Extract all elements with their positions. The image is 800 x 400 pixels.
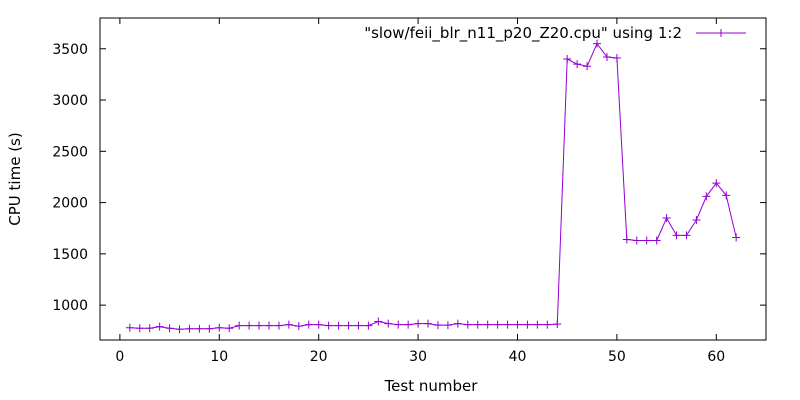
y-axis-label: CPU time (s) (6, 132, 24, 225)
data-point (215, 323, 224, 332)
x-tick-label: 50 (608, 349, 626, 365)
axis-ticks: 0 10 20 30 40 50 60 1000 1500 2000 2500 3000 3500 (52, 18, 766, 365)
data-point (652, 236, 661, 245)
data-point (334, 321, 343, 330)
data-point (195, 324, 204, 333)
data-point (682, 231, 691, 240)
y-tick-label: 2500 (52, 144, 88, 160)
data-point (513, 320, 522, 329)
legend: "slow/feii_blr_n11_p20_Z20.cpu" using 1:… (364, 24, 746, 43)
data-point (732, 233, 741, 242)
data-point (205, 324, 214, 333)
data-point (583, 62, 592, 71)
x-tick-label: 60 (707, 349, 725, 365)
data-point (433, 321, 442, 330)
data-point (503, 320, 512, 329)
y-tick-label: 3000 (52, 93, 88, 109)
data-point (563, 55, 572, 64)
data-point (602, 52, 611, 61)
data-point (364, 321, 373, 330)
x-tick-label: 20 (310, 349, 328, 365)
y-tick-label: 1500 (52, 247, 88, 263)
data-point (692, 216, 701, 225)
data-point (255, 321, 264, 330)
y-tick-label: 3500 (52, 42, 88, 58)
data-point (662, 213, 671, 222)
legend-label: "slow/feii_blr_n11_p20_Z20.cpu" using 1:… (364, 24, 682, 43)
series-layer (125, 39, 741, 334)
data-point (314, 320, 323, 329)
data-point (424, 319, 433, 328)
data-point (284, 320, 293, 329)
data-point (235, 321, 244, 330)
data-point (145, 324, 154, 333)
data-point (672, 231, 681, 240)
data-point (533, 320, 542, 329)
data-point (573, 60, 582, 69)
x-tick-label: 0 (115, 349, 124, 365)
data-point (483, 320, 492, 329)
data-point (384, 319, 393, 328)
data-point (394, 320, 403, 329)
series-line (129, 42, 737, 330)
data-point (304, 320, 313, 329)
data-point (523, 320, 532, 329)
data-point (264, 321, 273, 330)
data-point (125, 323, 134, 332)
plot-frame (99, 17, 767, 341)
data-point (553, 320, 562, 329)
data-point (414, 319, 423, 328)
data-point (712, 179, 721, 188)
data-point (354, 321, 363, 330)
y-tick-label: 1000 (52, 298, 88, 314)
data-point (344, 321, 353, 330)
data-point (543, 320, 552, 329)
x-tick-label: 30 (409, 349, 427, 365)
data-point (632, 236, 641, 245)
data-point (155, 322, 164, 331)
data-point (225, 324, 234, 333)
x-axis-label: Test number (384, 377, 479, 395)
data-point (245, 321, 254, 330)
data-point (493, 320, 502, 329)
data-point (294, 322, 303, 331)
data-point (175, 325, 184, 334)
data-point (612, 53, 621, 62)
y-tick-label: 2000 (52, 196, 88, 212)
x-tick-label: 10 (210, 349, 228, 365)
data-point (722, 191, 731, 200)
data-point (443, 321, 452, 330)
data-point (593, 39, 602, 48)
data-point (463, 320, 472, 329)
x-tick-label: 40 (509, 349, 527, 365)
legend-marker (717, 29, 725, 37)
data-point (165, 324, 174, 333)
data-point (135, 324, 144, 333)
data-point (642, 236, 651, 245)
data-point (473, 320, 482, 329)
data-point (622, 235, 631, 244)
data-point (374, 317, 383, 326)
data-point (453, 319, 462, 328)
data-point (702, 192, 711, 201)
data-point (404, 320, 413, 329)
data-point (274, 321, 283, 330)
data-point (324, 321, 333, 330)
data-point (185, 324, 194, 333)
